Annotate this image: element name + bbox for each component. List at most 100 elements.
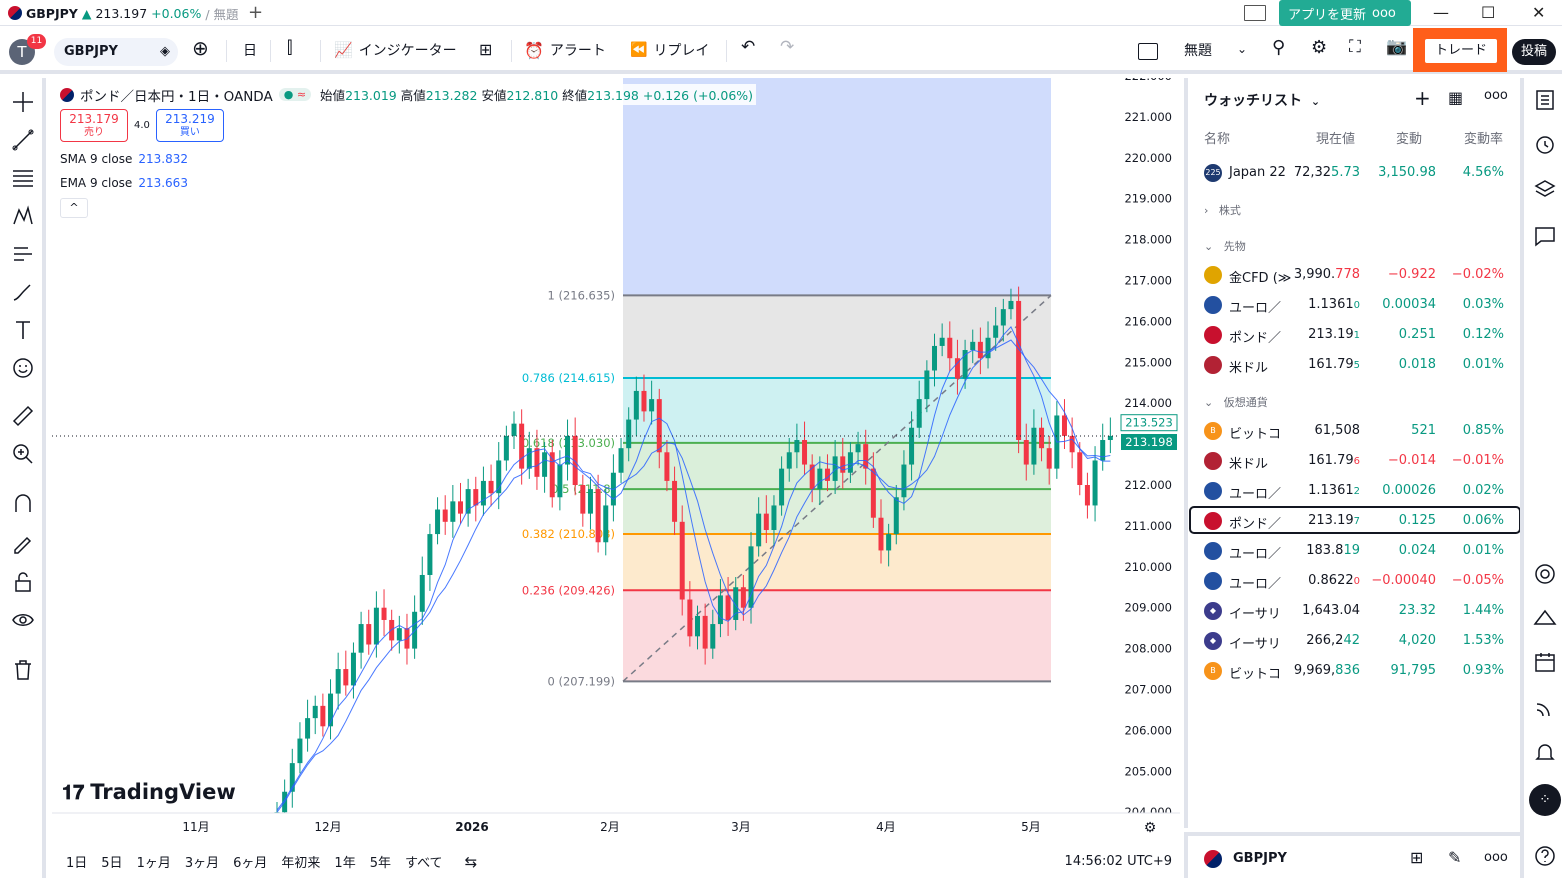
range-1m[interactable]: 1ヶ月 [136, 856, 171, 871]
watchlist-row[interactable]: ポンド／ 213.191 0.251 0.12% [1188, 320, 1520, 350]
watchlist-row[interactable]: 金CFD (≫ 3,990.778 −0.922 −0.02% [1188, 260, 1520, 290]
watchlist-row[interactable]: ユーロ／ 0.86220 −0.00040 −0.05% [1188, 566, 1520, 596]
grid-icon[interactable]: ⊞ [1410, 848, 1424, 867]
range-3m[interactable]: 3ヶ月 [184, 856, 220, 871]
more-icon[interactable]: ooo [1484, 88, 1508, 103]
candles-icon[interactable]: ⫿ [287, 38, 293, 58]
collapse-legend-button[interactable]: ^ [60, 198, 88, 218]
apps-grid-icon[interactable]: ⁘ [1529, 784, 1561, 816]
target-icon[interactable] [1533, 562, 1557, 586]
minimize-button[interactable]: — [1433, 3, 1449, 22]
watchlist-row[interactable]: 米ドル 161.796 −0.014 −0.01% [1188, 446, 1520, 476]
edit-icon[interactable]: ✎ [1448, 848, 1462, 867]
market-status-icon[interactable]: ● ≈ [278, 88, 312, 101]
emoji-icon[interactable] [11, 356, 35, 380]
templates-icon[interactable]: ⊞ [479, 40, 493, 59]
chart-pane[interactable]: 1 (216.635) 0.786 (214.615) 0.618 (213.030… [52, 78, 1180, 845]
magnet-icon[interactable] [11, 492, 35, 516]
section-crypto[interactable]: ⌄ 仮想通貨 [1204, 396, 1268, 409]
chart-symbol-title[interactable]: ポンド／日本円・1日・OANDA [80, 88, 273, 105]
fullscreen-icon[interactable]: ⛶ [1349, 37, 1361, 57]
watchlist-title[interactable]: ウォッチリスト ⌄ [1204, 90, 1320, 110]
quick-search-icon[interactable]: ⚲ [1272, 37, 1286, 58]
range-5d[interactable]: 5日 [101, 856, 123, 871]
forecast-icon[interactable] [11, 242, 35, 266]
watchlist-row[interactable]: B ビットコ 9,969,836 91,795 0.93% [1188, 656, 1520, 686]
more-icon[interactable]: ooo [1484, 850, 1508, 865]
chart-tab[interactable]: GBPJPY ▲ 213.197 +0.06% / 無題 [0, 0, 240, 26]
watchlist-icon[interactable] [1533, 88, 1557, 112]
tradingview-logo[interactable]: 𝟏𝟕 TradingView [62, 780, 236, 804]
range-5y[interactable]: 5年 [369, 856, 391, 871]
range-1y[interactable]: 1年 [334, 856, 356, 871]
watchlist-row[interactable]: ◆ イーサリ 1,643.04 23.32 1.44% [1188, 596, 1520, 626]
layers-icon[interactable] [1533, 178, 1557, 202]
chevron-down-icon[interactable]: ⌄ [1237, 42, 1248, 56]
symbol-search[interactable]: GBPJPY ◈ [54, 38, 178, 66]
watchlist-row[interactable]: ユーロ／ 1.13612 0.00026 0.02% [1188, 476, 1520, 506]
broadcast-icon[interactable] [1533, 696, 1557, 720]
compare-plus-icon[interactable]: ⊕ [192, 36, 209, 60]
maximize-button[interactable]: ☐ [1481, 3, 1496, 22]
fib-lines-icon[interactable] [11, 166, 35, 190]
alert-clock-icon[interactable] [1533, 132, 1557, 156]
ideas-icon[interactable] [1533, 606, 1557, 630]
zoom-icon[interactable] [11, 442, 35, 466]
columns-icon[interactable]: ▦ [1448, 88, 1464, 107]
trade-button-highlight[interactable]: トレード [1413, 28, 1507, 72]
ema-legend[interactable]: EMA 9 close 213.663 [60, 176, 188, 190]
watchlist-row[interactable]: ユーロ／ 183.819 0.024 0.01% [1188, 536, 1520, 566]
sell-button[interactable]: 213.179 売り [60, 109, 128, 142]
lock-pencil-icon[interactable] [11, 532, 35, 556]
ruler-icon[interactable] [11, 404, 35, 428]
layout-select-icon[interactable] [1138, 43, 1158, 60]
post-button[interactable]: 投稿 [1512, 39, 1556, 65]
help-icon[interactable] [1533, 844, 1557, 868]
clock-timezone[interactable]: 14:56:02 UTC+9 [1064, 854, 1172, 869]
settings-gear-icon[interactable]: ⚙ [1311, 37, 1328, 58]
new-tab-button[interactable]: + [248, 2, 264, 23]
watchlist-row[interactable]: 225 Japan 22 72,325.73 3,150.98 4.56% [1188, 158, 1520, 188]
brush-icon[interactable] [11, 280, 35, 304]
range-1d[interactable]: 1日 [66, 856, 88, 871]
trend-line-icon[interactable] [11, 128, 35, 152]
pattern-icon[interactable] [11, 204, 35, 228]
watchlist-row[interactable]: B ビットコ 61,508 521 0.85% [1188, 416, 1520, 446]
trash-icon[interactable] [11, 658, 35, 682]
sma-legend[interactable]: SMA 9 close 213.832 [60, 152, 188, 166]
eye-icon[interactable] [11, 608, 35, 632]
layout-name[interactable]: 無題 [1184, 43, 1212, 59]
col-price[interactable]: 現在値 [1316, 132, 1356, 147]
calendar-icon[interactable] [1533, 650, 1557, 674]
redo-icon[interactable]: ↷ [780, 37, 795, 57]
watchlist-row[interactable]: ◆ イーサリ 266,242 4,020 1.53% [1188, 626, 1520, 656]
section-futures[interactable]: ⌄ 先物 [1204, 240, 1246, 253]
bell-icon[interactable] [1533, 740, 1557, 764]
crosshair-icon[interactable] [11, 90, 35, 114]
lock-icon[interactable] [11, 570, 35, 594]
section-stocks[interactable]: › 株式 [1204, 204, 1241, 217]
watchlist-row[interactable]: 米ドル 161.795 0.018 0.01% [1188, 350, 1520, 380]
range-ytd[interactable]: 年初来 [281, 856, 321, 871]
update-app-button[interactable]: アプリを更新 ooo [1279, 0, 1411, 26]
col-pct[interactable]: 変動率 [1464, 132, 1504, 147]
col-change[interactable]: 変動 [1396, 132, 1423, 147]
range-6m[interactable]: 6ヶ月 [233, 856, 268, 871]
add-symbol-icon[interactable]: + [1414, 86, 1431, 110]
watchlist-row[interactable]: ポンド／ 213.197 0.125 0.06% [1188, 506, 1520, 536]
trade-button[interactable]: トレード [1425, 39, 1497, 63]
layout-icon[interactable] [1244, 5, 1266, 21]
buy-button[interactable]: 213.219 買い [155, 109, 224, 142]
col-name[interactable]: 名称 [1204, 132, 1231, 147]
camera-icon[interactable]: 📷 [1386, 37, 1408, 57]
details-symbol[interactable]: GBPJPY [1233, 851, 1287, 866]
range-all[interactable]: すべて [404, 856, 443, 871]
goto-date-icon[interactable]: ⇆ [464, 852, 478, 871]
watchlist-row[interactable]: ユーロ／ 1.13610 0.00034 0.03% [1188, 290, 1520, 320]
replay-button[interactable]: ⏪ リプレイ [630, 40, 709, 60]
indicators-button[interactable]: 📈 インジケーター [334, 40, 457, 60]
text-icon[interactable] [11, 318, 35, 342]
chat-icon[interactable] [1533, 224, 1557, 248]
interval-button[interactable]: 日 [243, 43, 257, 59]
undo-icon[interactable]: ↶ [741, 37, 756, 57]
